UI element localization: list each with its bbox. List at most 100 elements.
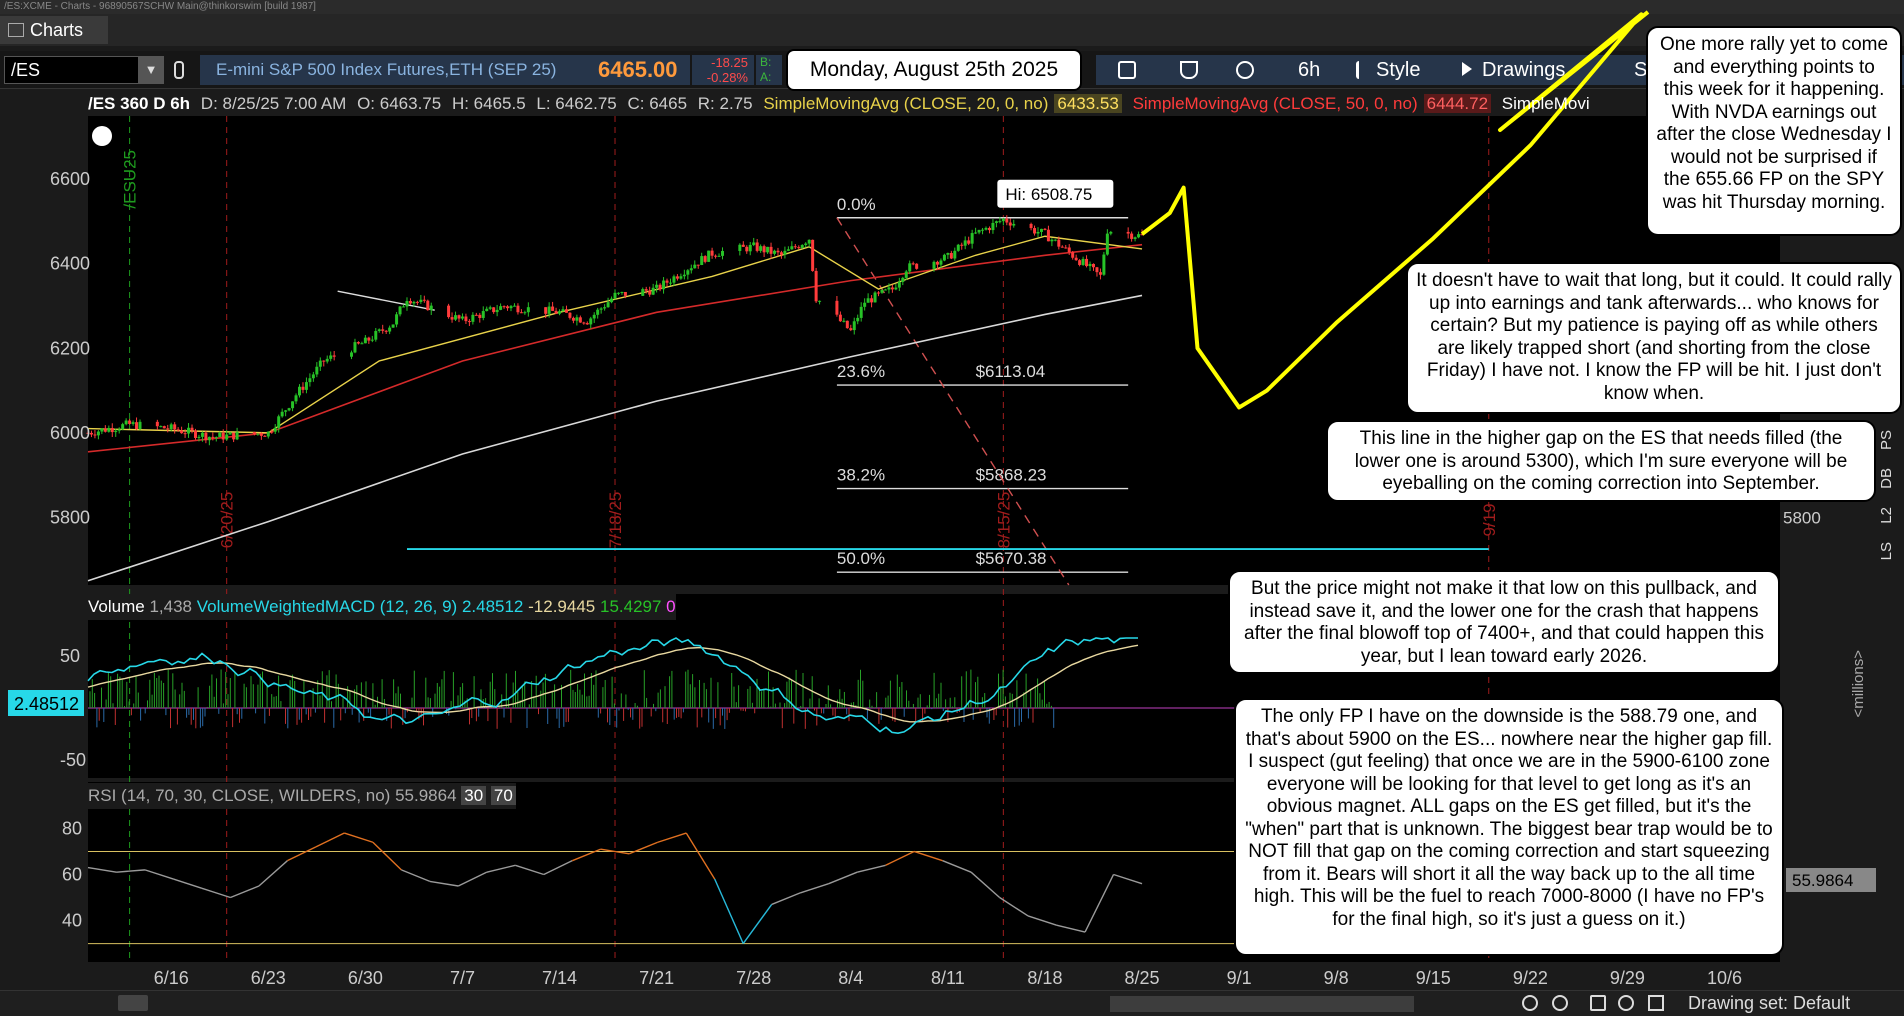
candle-body: [204, 432, 208, 441]
candle-body: [887, 287, 891, 290]
candle-body: [748, 244, 752, 252]
candle-body: [1067, 247, 1071, 253]
millions-label: <millions>: [1850, 650, 1867, 718]
instrument-description: E-mini S&P 500 Index Futures,ETH (SEP 25…: [200, 55, 590, 85]
right-axis-label: 5800: [1783, 508, 1821, 527]
candle-body: [107, 428, 111, 432]
zoom-in-icon[interactable]: [1552, 995, 1568, 1011]
studies-flask-button[interactable]: [1180, 55, 1206, 85]
candle-body: [377, 329, 381, 332]
candle-body: [1001, 218, 1005, 222]
candle-body: [367, 337, 371, 341]
zoom-out-icon[interactable]: [1522, 995, 1538, 1011]
candle-body: [904, 271, 908, 278]
candle-body: [499, 306, 503, 310]
candle-body: [211, 436, 215, 438]
candle-body: [707, 250, 711, 262]
candle-body: [1109, 231, 1113, 234]
rsi-segment: [543, 860, 573, 876]
sma50-label[interactable]: SimpleMovingAvg (CLOSE, 50, 0, no): [1132, 94, 1418, 113]
rsi-segment: [429, 880, 459, 887]
watchlist-button[interactable]: [1118, 55, 1144, 85]
drawings-button[interactable]: Drawings: [1462, 55, 1565, 85]
candle-body: [963, 240, 967, 246]
candle-body: [1043, 228, 1047, 230]
candle-body: [1074, 257, 1078, 261]
symbol-dropdown-icon[interactable]: ▼: [138, 56, 164, 84]
candle-body: [166, 428, 170, 430]
candle-body: [422, 299, 426, 301]
candle-body: [589, 318, 593, 325]
note-patience: It doesn't have to wait that long, but i…: [1406, 262, 1902, 414]
candle-body: [1133, 237, 1137, 239]
side-tab-l2[interactable]: L2: [1878, 506, 1895, 524]
date-tick-label: 7/14: [542, 968, 577, 988]
candle-body: [228, 432, 232, 435]
plot-title: /ES 360 D 6h: [88, 94, 191, 113]
style-button[interactable]: Style: [1356, 55, 1420, 85]
rsi-segment: [486, 864, 516, 873]
note-gap-line: This line in the higher gap on the ES th…: [1326, 420, 1876, 502]
candle-body: [800, 244, 804, 248]
side-tab-ps[interactable]: PS: [1878, 430, 1895, 451]
draw-tool-icon[interactable]: [118, 995, 148, 1011]
drawing-set-selector[interactable]: Drawing set: Default: [1688, 993, 1851, 1013]
candle-body: [610, 298, 614, 303]
candle-body: [1060, 246, 1064, 248]
tab-bar: Charts: [0, 14, 1904, 46]
candle-body: [259, 433, 263, 436]
sma20-label[interactable]: SimpleMovingAvg (CLOSE, 20, 0, no): [763, 94, 1049, 113]
timeframe-button[interactable]: 6h: [1298, 59, 1321, 81]
candle-body: [506, 306, 510, 309]
pointer-icon[interactable]: [1648, 995, 1664, 1011]
tab-charts[interactable]: Charts: [0, 16, 108, 44]
date-tick-label: 6/23: [251, 968, 286, 988]
candle-body: [984, 227, 988, 230]
sma50-line: [87, 243, 1143, 453]
macd-signal-line: [87, 644, 1139, 723]
candle-body: [415, 301, 419, 303]
signal-value: -12.9445: [528, 597, 596, 616]
date-tick-label: 8/4: [838, 968, 863, 988]
side-tab-db[interactable]: DB: [1878, 468, 1895, 489]
candle-body: [939, 260, 943, 265]
candle-body: [308, 378, 312, 383]
candle-body: [585, 323, 589, 325]
candle-body: [131, 422, 135, 424]
candle-body: [457, 315, 461, 319]
flask-icon: [1180, 61, 1198, 79]
rsi-segment: [771, 892, 801, 906]
candle-body: [616, 292, 620, 294]
note-pullback: But the price might not make it that low…: [1228, 570, 1780, 674]
candle-body: [1008, 222, 1012, 226]
candle-body: [214, 437, 218, 439]
candle-body: [301, 386, 305, 390]
settings-button[interactable]: [1236, 55, 1262, 85]
candle-body: [571, 317, 575, 321]
time-scrollbar[interactable]: [1110, 996, 1414, 1012]
candle-body: [814, 270, 818, 302]
rsi-segment: [515, 864, 545, 876]
note-rally: One more rally yet to come and everythin…: [1646, 26, 1902, 236]
candle-body: [655, 284, 659, 288]
rsi-segment: [628, 841, 659, 855]
sma200-label[interactable]: SimpleMovi: [1501, 94, 1590, 113]
price-plot-header: /ES 360 D 6h D: 8/25/25 7:00 AM O: 6463.…: [88, 92, 1596, 116]
candle-body: [665, 280, 669, 283]
candle-body: [263, 435, 267, 437]
candle-body: [492, 307, 496, 313]
candle-body: [287, 408, 291, 411]
pan-icon[interactable]: [1590, 995, 1606, 1011]
date-marker-label: 7/18/25: [606, 492, 625, 549]
rsi-segment: [913, 850, 943, 862]
candle-body: [114, 430, 118, 433]
crosshair-icon[interactable]: [1618, 995, 1634, 1011]
side-tab-ls[interactable]: LS: [1878, 541, 1895, 560]
macd-label[interactable]: VolumeWeightedMACD (12, 26, 9): [196, 597, 458, 616]
rsi-label[interactable]: RSI (14, 70, 30, CLOSE, WILDERS, no): [88, 786, 391, 805]
candle-body: [467, 321, 471, 323]
link-icon[interactable]: [174, 61, 184, 79]
candle-body: [266, 431, 270, 437]
date-marker-label: /ESU25: [121, 150, 140, 209]
symbol-input[interactable]: /ES: [4, 56, 164, 84]
